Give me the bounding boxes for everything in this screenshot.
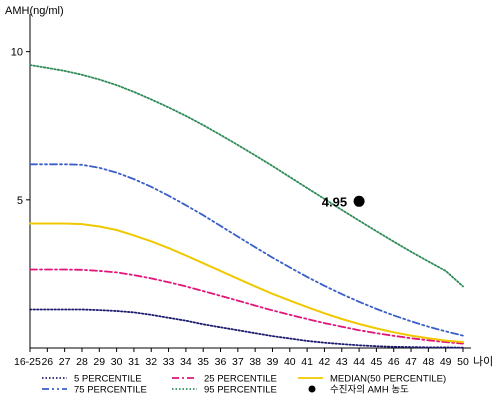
legend-entry: 25 PERCENTILE (204, 374, 277, 385)
series-line (29, 64, 464, 288)
x-tick-label: 27 (59, 356, 71, 368)
legend-entry: 수진자의 AMH 농도 (330, 385, 409, 396)
x-tick-label: 28 (76, 356, 88, 368)
legend-entry: 5 PERCENTILE (74, 374, 142, 385)
legend-point-swatch (308, 385, 316, 393)
x-tick-label: 16-25 (14, 356, 41, 368)
x-tick-label: 37 (232, 356, 244, 368)
x-tick-label: 34 (180, 356, 192, 368)
x-tick-label: 33 (163, 356, 175, 368)
x-tick-label: 29 (93, 356, 105, 368)
x-tick-label: 36 (215, 356, 227, 368)
x-tick-label: 30 (111, 356, 123, 368)
patient-point (353, 195, 365, 207)
x-tick-label: 40 (284, 356, 296, 368)
legend-entry: 75 PERCENTILE (74, 385, 147, 396)
legend: 5 PERCENTILE 25 PERCENTILE MEDIAN(50 PERCE… (42, 374, 446, 396)
axes: AMH(ng/ml) 5 10 16-25 26 27 28 29 30 31 32 33 34 35 36… (5, 5, 493, 368)
x-tick-label: 42 (319, 356, 331, 368)
x-tick-label: 46 (388, 356, 400, 368)
x-tick-label: 45 (371, 356, 383, 368)
y-tick-label: 5 (17, 195, 23, 207)
x-tick-label: 41 (301, 356, 313, 368)
series-lines (29, 64, 464, 349)
patient-value-label: 4.95 (322, 194, 347, 209)
x-tick-label: 50 (457, 356, 469, 368)
x-tick-label: 39 (267, 356, 279, 368)
y-tick-label: 10 (11, 47, 23, 59)
x-tick-label: 31 (128, 356, 140, 368)
x-tick-label: 26 (41, 356, 53, 368)
x-axis-label: 나이 (473, 355, 493, 368)
series-line (29, 222, 464, 344)
x-tick-label: 43 (336, 356, 348, 368)
x-tick-label: 35 (197, 356, 209, 368)
legend-entry: 95 PERCENTILE (204, 385, 277, 396)
x-tick-label: 47 (405, 356, 417, 368)
series-line (29, 268, 464, 345)
x-tick-label: 32 (145, 356, 157, 368)
x-tick-label: 48 (423, 356, 435, 368)
series-line (29, 308, 464, 349)
patient-marker: 4.95 (322, 194, 365, 209)
legend-entry: MEDIAN(50 PERCENTILE) (330, 374, 446, 385)
x-tick-label: 44 (353, 356, 365, 368)
x-tick-label: 38 (249, 356, 261, 368)
x-tick-label: 49 (440, 356, 452, 368)
y-axis-label: AMH(ng/ml) (5, 5, 64, 17)
series-line (29, 163, 464, 337)
